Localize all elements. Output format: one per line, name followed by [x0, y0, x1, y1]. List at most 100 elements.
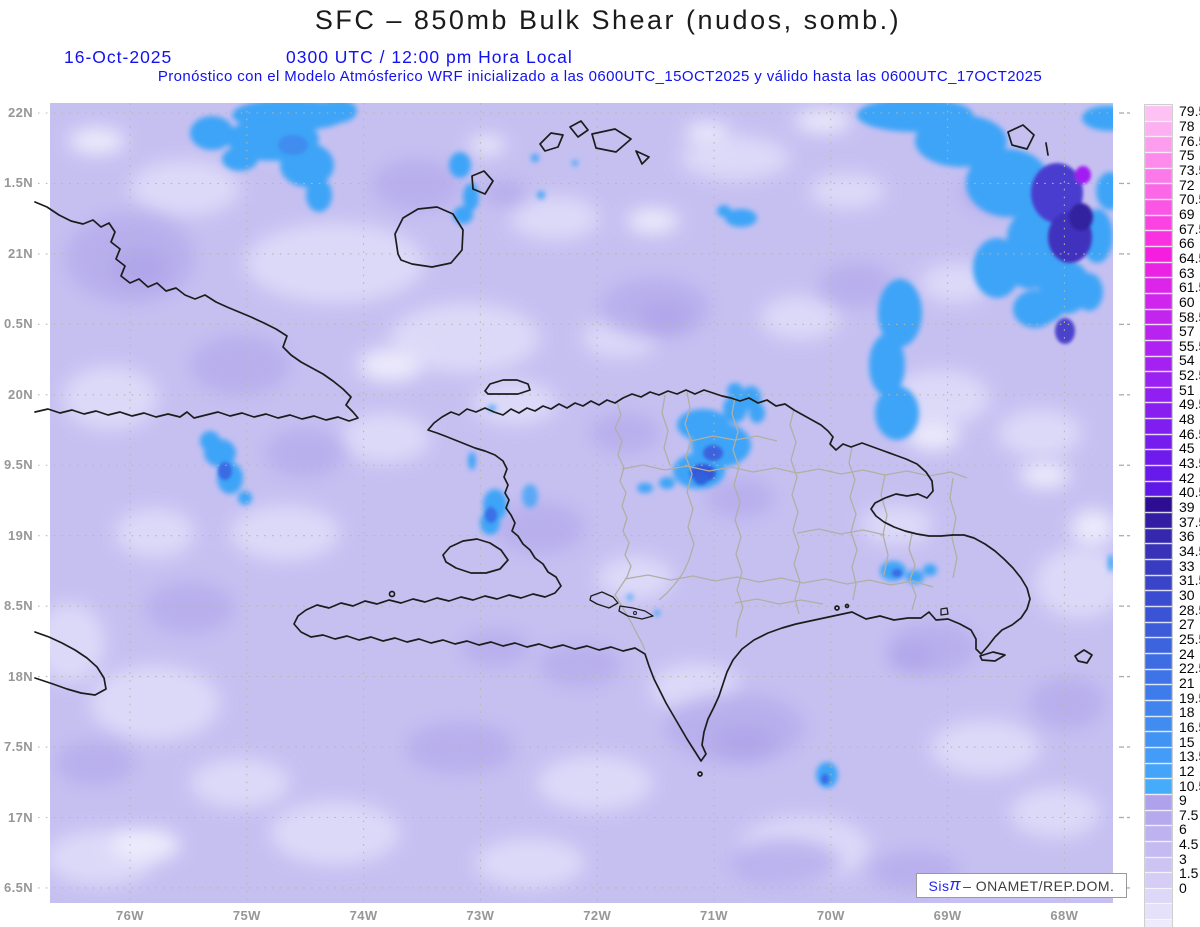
cuba-coastline: [34, 201, 359, 422]
coastlines: [34, 120, 1093, 777]
lon-tick-label: 68W: [1050, 908, 1079, 923]
colorbar-value-label: 10.5: [1179, 777, 1200, 794]
colorbar-value-label: 78: [1179, 117, 1195, 134]
colorbar-swatch: [1145, 465, 1172, 481]
colorbar-value-label: 33: [1179, 557, 1195, 574]
colorbar-value-label: 13.5: [1179, 748, 1200, 765]
colorbar-swatch: [1145, 543, 1172, 560]
lon-tick-label: 72W: [583, 908, 612, 923]
colorbar-swatch: [1145, 731, 1172, 747]
colorbar-swatch: [1145, 887, 1172, 904]
islet-dot-2: [844, 603, 850, 609]
colorbar-value-label: 1.5: [1179, 865, 1199, 882]
colorbar-swatch: [1145, 903, 1172, 920]
tortuga-island: [484, 379, 531, 395]
colorbar-swatch: [1145, 324, 1172, 340]
colorbar-swatch: [1145, 339, 1172, 356]
colorbar-value-label: 40.5: [1179, 484, 1200, 501]
watermark-org: – ONAMET/REP.DOM.: [963, 877, 1115, 894]
colorbar-swatch: [1145, 746, 1172, 763]
colorbar-swatch: [1145, 120, 1172, 137]
colorbar-swatch: [1145, 606, 1172, 622]
colorbar-swatch: [1145, 214, 1172, 231]
colorbar-value-label: 58.5: [1179, 308, 1200, 325]
colorbar-swatch: [1145, 684, 1172, 700]
colorbar-value-label: 3: [1179, 850, 1187, 867]
colorbar-value-label: 79.5: [1179, 103, 1200, 120]
colorbar-swatch: [1145, 668, 1172, 685]
colorbar-value-label: 73.5: [1179, 161, 1200, 178]
colorbar-value-label: 7.5: [1179, 806, 1199, 823]
page-title: SFC – 850mb Bulk Shear (nudos, somb.): [314, 5, 902, 35]
colorbar-value-label: 12: [1179, 762, 1195, 779]
colorbar: 79.57876.57573.57270.56967.56664.56361.5…: [1144, 104, 1200, 927]
colorbar-value-label: 75: [1179, 147, 1195, 164]
colorbar-swatch: [1145, 856, 1172, 873]
colorbar-swatch: [1145, 699, 1172, 716]
colorbar-swatch: [1145, 527, 1172, 544]
ile-a-vache-island: [388, 590, 396, 598]
colorbar-swatch: [1145, 136, 1172, 152]
colorbar-swatch: [1145, 919, 1172, 927]
colorbar-value-label: 31.5: [1179, 572, 1200, 589]
colorbar-value-label: 0: [1179, 880, 1187, 897]
colorbar-value-label: 63: [1179, 264, 1195, 281]
colorbar-swatch: [1145, 652, 1172, 669]
colorbar-value-label: 18: [1179, 704, 1195, 721]
colorbar-swatch: [1145, 277, 1172, 293]
colorbar-value-label: 54: [1179, 352, 1195, 369]
right-axis-ticks: [1119, 112, 1130, 889]
lat-tick-label: 22N: [7, 105, 33, 120]
colorbar-value-label: 24: [1179, 645, 1195, 662]
little-inagua-island: [471, 170, 494, 195]
turks-islands: [1007, 124, 1049, 156]
colorbar-swatch: [1145, 512, 1172, 528]
colorbar-swatch: [1145, 559, 1172, 575]
beata-islet: [697, 771, 703, 777]
lat-tick-label: 1.5N: [3, 175, 33, 191]
colorbar-value-label: 16.5: [1179, 718, 1200, 735]
colorbar-value-label: 4.5: [1179, 836, 1199, 853]
subtitle-forecast-note: Pronóstico con el Modelo Atmósferico WRF…: [157, 68, 1043, 85]
saona-island: [979, 651, 1006, 662]
lago-enriquillo-lake: [618, 605, 654, 620]
colorbar-value-label: 21: [1179, 674, 1195, 691]
colorbar-swatch: [1145, 496, 1172, 513]
subtitle-valid-time: 0300 UTC / 12:00 pm Hora Local: [286, 47, 573, 67]
colorbar-value-label: 42: [1179, 469, 1195, 486]
colorbar-swatch: [1145, 308, 1172, 325]
colorbar-swatch: [1145, 402, 1172, 419]
lat-tick-label: 18N: [7, 668, 33, 684]
subtitle-date: 16-Oct-2025: [64, 47, 173, 67]
islet-dot-1: [834, 605, 840, 611]
mona-island: [1074, 649, 1093, 664]
lat-tick-label: 7.5N: [3, 739, 33, 755]
colorbar-swatch: [1145, 230, 1172, 246]
colorbar-value-label: 69: [1179, 205, 1195, 222]
colorbar-swatch: [1145, 621, 1172, 638]
colorbar-swatch: [1145, 809, 1172, 826]
colorbar-value-label: 37.5: [1179, 513, 1200, 530]
colorbar-value-label: 52.5: [1179, 367, 1200, 384]
lon-tick-label: 69W: [933, 908, 962, 923]
colorbar-swatch: [1145, 590, 1172, 606]
colorbar-swatch: [1145, 574, 1172, 591]
watermark-brand: Sis: [928, 877, 950, 894]
colorbar-swatch: [1145, 762, 1172, 779]
lon-tick-label: 76W: [116, 908, 144, 923]
colorbar-value-label: 70.5: [1179, 191, 1200, 208]
colorbar-swatch: [1145, 371, 1172, 387]
colorbar-value-label: 15: [1179, 733, 1195, 750]
colorbar-swatch: [1145, 793, 1172, 810]
colorbar-value-label: 72: [1179, 176, 1195, 193]
colorbar-swatch: [1145, 418, 1172, 434]
lon-gridlines: [129, 103, 1065, 903]
colorbar-swatch: [1145, 449, 1172, 466]
colorbar-swatch: [1145, 778, 1172, 794]
shear-max-spot: [1075, 166, 1091, 184]
colorbar-value-label: 27: [1179, 616, 1195, 633]
great-inagua-island: [394, 206, 464, 268]
lat-tick-label: 6.5N: [3, 879, 33, 895]
colorbar-value-label: 67.5: [1179, 220, 1200, 237]
